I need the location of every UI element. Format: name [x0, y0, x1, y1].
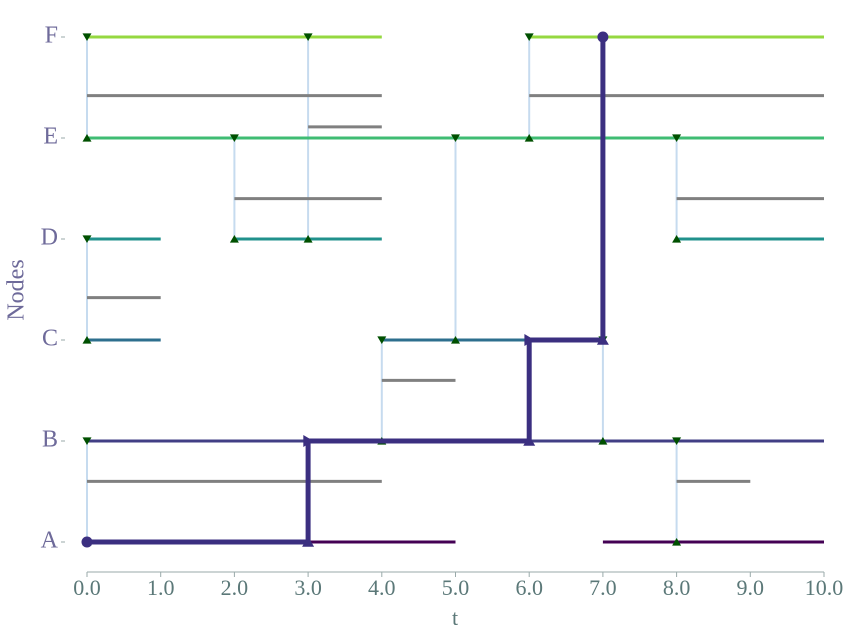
x-axis-label: t [452, 605, 458, 630]
y-tick-label: B [42, 427, 58, 453]
contact-target-marker [451, 335, 460, 344]
path-marker [523, 435, 536, 446]
contact-target-marker [229, 234, 239, 243]
y-tick-label: F [45, 23, 58, 49]
contact-source-marker [672, 437, 682, 446]
path-endpoint [597, 31, 609, 43]
contact-target-marker [672, 537, 682, 546]
temporal-path [87, 37, 606, 545]
x-tick-label: 0.0 [73, 575, 101, 600]
y-tick-label: D [41, 225, 58, 251]
contact-source-marker [524, 33, 534, 42]
path-endpoint [81, 536, 93, 548]
contact-source-marker [672, 134, 682, 143]
contact-target-marker [82, 335, 92, 344]
x-tick-label: 3.0 [294, 575, 322, 600]
y-tick-label: E [43, 124, 58, 150]
path-marker [303, 435, 314, 447]
path-marker [524, 334, 535, 346]
y-axis-label: Nodes [4, 259, 30, 320]
x-tick-label: 9.0 [737, 575, 765, 600]
x-tick-label: 4.0 [368, 575, 396, 600]
contact-source-marker [377, 336, 387, 345]
contact-target-marker [672, 234, 682, 243]
contact-source-marker [82, 437, 92, 446]
contact-source-marker [229, 134, 239, 143]
contact-source-marker [303, 33, 313, 42]
x-tick-label: 1.0 [147, 575, 175, 600]
y-tick-label: A [41, 528, 59, 554]
y-tick-label: C [42, 326, 58, 352]
contact-source-marker [451, 134, 460, 143]
contact-target-marker [303, 234, 313, 243]
contact-source-marker [82, 33, 92, 42]
contact-target-marker [82, 133, 92, 142]
contact-target-marker [598, 436, 608, 445]
contact-target-marker [524, 133, 534, 142]
x-tick-label: 10.0 [805, 575, 844, 600]
path-marker [596, 334, 609, 345]
x-tick-label: 5.0 [442, 575, 470, 600]
contact-source-marker [82, 235, 92, 244]
path-marker [302, 536, 315, 547]
x-tick-label: 6.0 [515, 575, 543, 600]
x-tick-label: 7.0 [589, 575, 617, 600]
x-tick-label: 2.0 [221, 575, 249, 600]
x-tick-label: 8.0 [663, 575, 691, 600]
